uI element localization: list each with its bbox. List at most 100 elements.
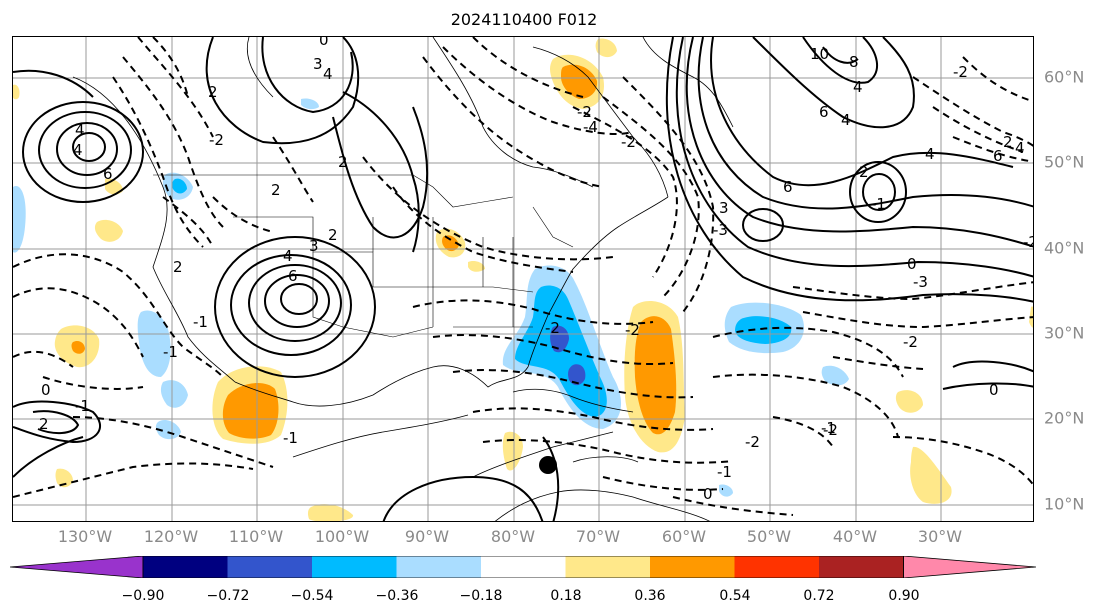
- contour-label: 6: [288, 267, 298, 285]
- lon-label: 80°W: [490, 527, 536, 546]
- contour-labels: 0 3 4 4 4 2 2 2 3 6 2 4 2 6 -2 -2 -4 -1 …: [39, 37, 1034, 503]
- colorbar-outline: [142, 556, 904, 578]
- lat-label: 60°N: [1044, 67, 1085, 87]
- colorbar-tick-label: 0.18: [550, 588, 582, 604]
- contour-label: -4: [583, 118, 598, 136]
- contour-label: 0: [41, 381, 51, 399]
- contour-label: 2: [208, 83, 218, 101]
- colorbar-segment: [481, 556, 566, 578]
- contour-label: 3: [309, 237, 319, 255]
- colorbar-tick-label: 0.36: [634, 588, 666, 604]
- contour-label: 2: [859, 163, 869, 181]
- colorbar-segment: [396, 556, 481, 578]
- contour-label: 2: [338, 153, 348, 171]
- lat-label: 10°N: [1044, 494, 1085, 514]
- contour-label: 2: [271, 181, 281, 199]
- contour-label: 3: [719, 199, 729, 217]
- contour-label: -3: [913, 273, 928, 291]
- contour-label: -1: [283, 429, 298, 447]
- contour-label: -2: [823, 421, 838, 439]
- contour-label: 4: [1015, 139, 1025, 157]
- shaded-anomaly-fields: [13, 38, 1033, 521]
- lon-label: 120°W: [143, 527, 199, 546]
- contour-label: 0: [907, 255, 917, 273]
- contour-label: 4: [73, 141, 83, 159]
- solid-contours: [13, 37, 1033, 521]
- forecast-map: 0 3 4 4 4 2 2 2 3 6 2 4 2 6 -2 -2 -4 -1 …: [13, 37, 1034, 521]
- colorbar-extend-min: [10, 556, 144, 578]
- contour-label: 4: [323, 65, 333, 83]
- contour-label: -2: [745, 433, 760, 451]
- storm-center-marker: [539, 456, 557, 474]
- dashed-contours: [13, 37, 1033, 516]
- contour-label: -1: [717, 463, 732, 481]
- lon-label: 70°W: [575, 527, 621, 546]
- colorbar-tick-label: −0.18: [459, 588, 503, 604]
- contour-label: -2: [209, 131, 224, 149]
- contour-label: 4: [75, 121, 85, 139]
- colorbar-tick-label: −0.90: [121, 588, 165, 604]
- colorbar-tick-label: −0.36: [375, 588, 419, 604]
- contour-label: -2: [621, 133, 636, 151]
- lat-label: 50°N: [1044, 152, 1085, 172]
- contour-label: -3: [713, 221, 728, 239]
- colorbar: [10, 556, 1036, 578]
- lat-label: 40°N: [1044, 238, 1085, 258]
- lon-label: 30°W: [917, 527, 963, 546]
- colorbar-segment: [227, 556, 312, 578]
- colorbar-tick-label: −0.54: [290, 588, 334, 604]
- colorbar-segment: [312, 556, 397, 578]
- colorbar-segment: [819, 556, 904, 578]
- contour-label: 0: [989, 381, 999, 399]
- contour-label: 6: [819, 103, 829, 121]
- contour-label: -2: [577, 103, 592, 121]
- contour-label: 0: [319, 37, 329, 49]
- contour-label: 10: [810, 45, 829, 63]
- contour-label: -1: [821, 419, 836, 437]
- contour-label: 4: [841, 111, 851, 129]
- contour-label: -1: [163, 343, 178, 361]
- lon-label: 60°W: [661, 527, 707, 546]
- lon-label: 90°W: [404, 527, 450, 546]
- contour-label: -1: [871, 195, 886, 213]
- lon-label: 130°W: [57, 527, 113, 546]
- contour-label: 6: [783, 178, 793, 196]
- contour-label: 2: [328, 226, 338, 244]
- colorbar-tick-label: 0.90: [888, 588, 920, 604]
- colorbar-segment: [734, 556, 819, 578]
- graticule: [13, 37, 1033, 521]
- lat-label: 20°N: [1044, 408, 1085, 428]
- contour-label: 4: [853, 78, 863, 96]
- lon-label: 50°W: [746, 527, 792, 546]
- colorbar-segment: [650, 556, 735, 578]
- contour-label: -2: [1023, 233, 1034, 251]
- contour-label: 4: [925, 145, 935, 163]
- contour-label: 3: [313, 55, 323, 73]
- colorbar-tick-label: 0.54: [719, 588, 751, 604]
- lon-label: 100°W: [314, 527, 370, 546]
- colorbar-extend-max: [903, 556, 1036, 578]
- contour-label: 8: [849, 53, 859, 71]
- colorbar-tick-label: 0.72: [803, 588, 835, 604]
- lon-label: 40°W: [832, 527, 878, 546]
- contour-label: -2: [953, 63, 968, 81]
- map-title: 2024110400 F012: [450, 10, 598, 29]
- contour-label: 6: [103, 165, 113, 183]
- contour-label: 4: [283, 247, 293, 265]
- colorbar-segment: [565, 556, 650, 578]
- contour-label: -2: [625, 321, 640, 339]
- map-panel: 0 3 4 4 4 2 2 2 3 6 2 4 2 6 -2 -2 -4 -1 …: [12, 36, 1034, 522]
- contour-label: -2: [545, 319, 560, 337]
- contour-label: 6: [993, 147, 1003, 165]
- contour-label: 2: [39, 415, 49, 433]
- contour-label: 0: [703, 485, 713, 503]
- colorbar-segment: [143, 556, 228, 578]
- contour-label: 2: [173, 258, 183, 276]
- contour-label: -2: [903, 333, 918, 351]
- contour-label: -1: [75, 397, 90, 415]
- contour-label: 2: [1003, 133, 1013, 151]
- lon-label: 110°W: [228, 527, 284, 546]
- colorbar-tick-label: −0.72: [206, 588, 250, 604]
- contour-label: -1: [193, 313, 208, 331]
- lat-label: 30°N: [1044, 323, 1085, 343]
